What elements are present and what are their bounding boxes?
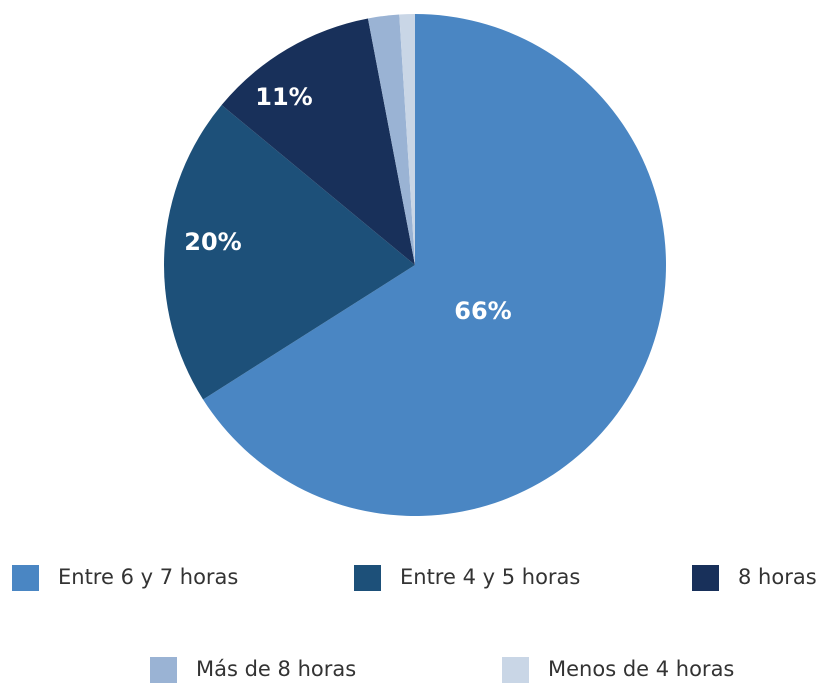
legend-label: Entre 6 y 7 horas bbox=[58, 565, 238, 589]
legend-swatch bbox=[354, 565, 381, 591]
value-label: 11% bbox=[255, 83, 312, 111]
pie-slice bbox=[221, 18, 415, 266]
pie-slice bbox=[163, 105, 415, 400]
legend-label: Entre 4 y 5 horas bbox=[400, 565, 580, 589]
pie-slice bbox=[367, 14, 415, 266]
pie-slice bbox=[399, 14, 415, 265]
legend-label: Menos de 4 horas bbox=[548, 657, 734, 681]
legend-swatch bbox=[12, 565, 39, 591]
legend-swatch bbox=[692, 565, 719, 591]
value-label: 66% bbox=[454, 297, 511, 325]
legend-label: Más de 8 horas bbox=[196, 657, 356, 681]
legend-label: 8 horas bbox=[738, 565, 817, 589]
legend-swatch bbox=[502, 657, 529, 683]
legend-swatch bbox=[150, 657, 177, 683]
pie-slice bbox=[203, 14, 667, 516]
value-label: 20% bbox=[184, 228, 241, 256]
